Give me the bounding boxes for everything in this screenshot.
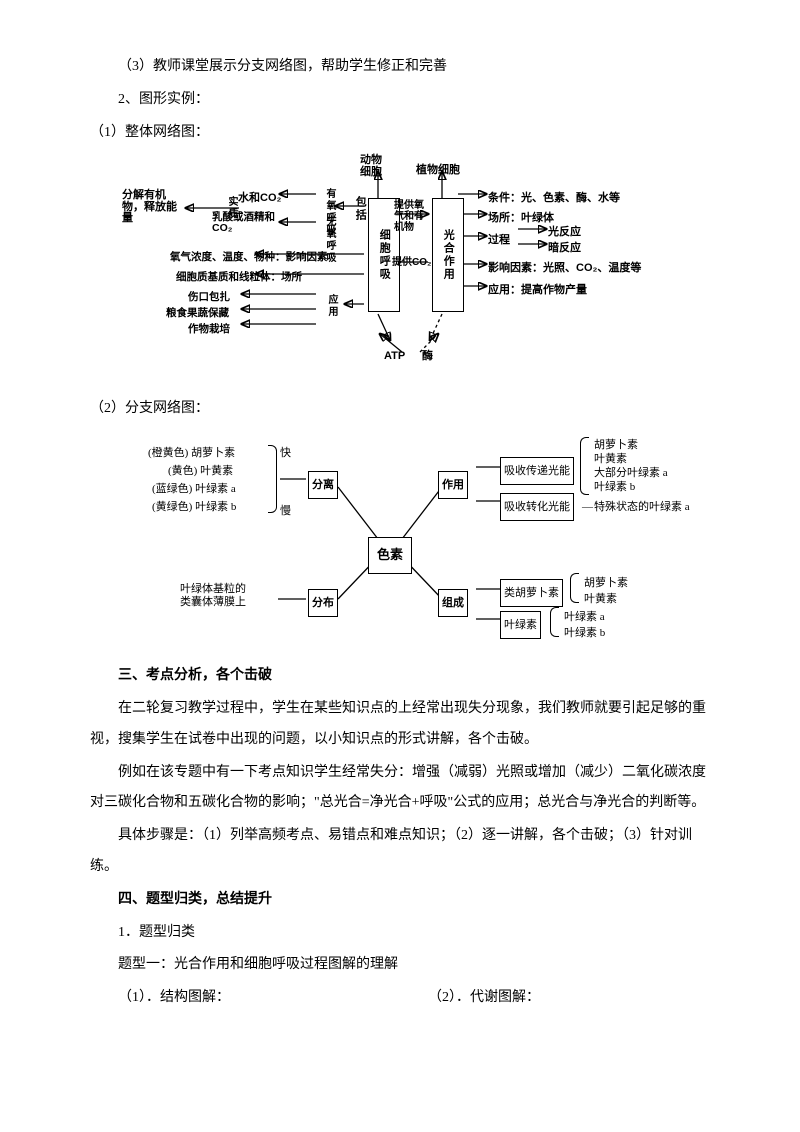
d1-r2: 场所：叶绿体 xyxy=(488,206,554,230)
d1-l-d3: 作物栽培 xyxy=(188,318,230,341)
sec4-l1: 1．题型归类 xyxy=(90,918,710,949)
d2-center: 色素 xyxy=(368,537,412,574)
d1-l-dm: 应用 xyxy=(320,294,342,318)
d1-l-b1: 水和CO₂ xyxy=(238,186,281,210)
d2-ls3: (黄绿色) 叶绿素 b xyxy=(152,495,236,519)
d2-rb2: 叶绿素 xyxy=(500,611,541,639)
diagram-branch-network: 色素 分离 作用 分布 组成 (橙黄色) 胡萝卜素 (黄色) 叶黄素 (蓝绿色)… xyxy=(120,431,680,651)
sec3-p1: 在二轮复习教学过程中，学生在某些知识点的上经常出现失分现象，我们教师就要引起足够… xyxy=(90,694,710,756)
p-3: （3）教师课堂展示分支网络图，帮助学生修正和完善 xyxy=(90,52,710,83)
d2-brace-rt xyxy=(580,437,589,495)
d2-rm1: 特殊状态的叶绿素 a xyxy=(594,495,690,519)
d2-rb2-1: 叶绿素 b xyxy=(564,621,605,645)
d2-fenli: 分离 xyxy=(308,471,338,499)
d1-r5: 应用：提高作物产量 xyxy=(488,278,587,302)
sec3-title: 三、考点分析，各个击破 xyxy=(90,661,710,692)
diagram-overall-network: 动物 细胞 植物细胞 细胞呼吸 光合作用 包括 提供氧气和有机物 提供CO₂ 有… xyxy=(120,154,680,384)
p-2: 2、图形实例： xyxy=(90,85,710,116)
d2-rm0: — xyxy=(582,495,593,519)
d2-kuai: 快 xyxy=(280,441,291,465)
d2-rmid: 吸收转化光能 xyxy=(500,493,574,521)
sec3-p2: 例如在该专题中有一下考点知识学生经常失分：增强（减弱）光照或增加（减少）二氧化碳… xyxy=(90,758,710,820)
sec4-l3: （1）．结构图解： （2）．代谢图解： xyxy=(90,983,710,1014)
d2-man: 慢 xyxy=(280,499,291,523)
d1-photosyn: 光合作用 xyxy=(432,198,464,312)
sec4-l3b: （2）．代谢图解： xyxy=(400,983,710,1014)
d1-provide-o2: 提供氧气和有机物 xyxy=(394,200,430,233)
d1-l-a1: 分解有机物，释放能量 xyxy=(122,190,184,225)
d2-brace-l1 xyxy=(268,445,277,513)
sec4-l2: 题型一：光合作用和细胞呼吸过程图解的理解 xyxy=(90,950,710,981)
sec3-p3: 具体步骤是：（1）列举高频考点、易错点和难点知识；（2）逐一讲解，各个击破；（3… xyxy=(90,821,710,883)
d2-rb1: 类胡萝卜素 xyxy=(500,579,563,607)
d1-plant-cell: 植物细胞 xyxy=(416,158,460,182)
sec4-title: 四、题型归类，总结提升 xyxy=(90,885,710,916)
d2-brace-rb1 xyxy=(570,573,579,603)
d1-animal-cell: 动物 细胞 xyxy=(360,154,382,178)
page: （3）教师课堂展示分支网络图，帮助学生修正和完善 2、图形实例： （1）整体网络… xyxy=(0,0,800,1132)
d1-l-a1m: 实质 xyxy=(220,196,242,220)
d2-zucheng: 组成 xyxy=(438,589,468,617)
d1-mei: 酶 xyxy=(422,344,433,368)
p-1-2: （2）分支网络图： xyxy=(90,394,710,425)
d2-zuoyong: 作用 xyxy=(438,471,468,499)
d1-atp: ATP xyxy=(384,344,405,368)
p-1-1: （1）整体网络图： xyxy=(90,118,710,149)
d1-r4: 影响因素：光照、CO₂、温度等 xyxy=(488,256,641,280)
d1-baokuo: 包括 xyxy=(348,196,372,222)
d2-rtop: 吸收传递光能 xyxy=(500,457,574,485)
sec4-l3a: （1）．结构图解： xyxy=(90,983,400,1014)
d2-brace-rb2 xyxy=(550,607,559,637)
d1-r3: 过程 xyxy=(488,228,510,252)
d2-fenbu: 分布 xyxy=(308,589,338,617)
d1-provide-co2: 提供CO₂ xyxy=(392,252,431,274)
d2-leftbot: 叶绿体基粒的 类囊体薄膜上 xyxy=(180,583,246,609)
